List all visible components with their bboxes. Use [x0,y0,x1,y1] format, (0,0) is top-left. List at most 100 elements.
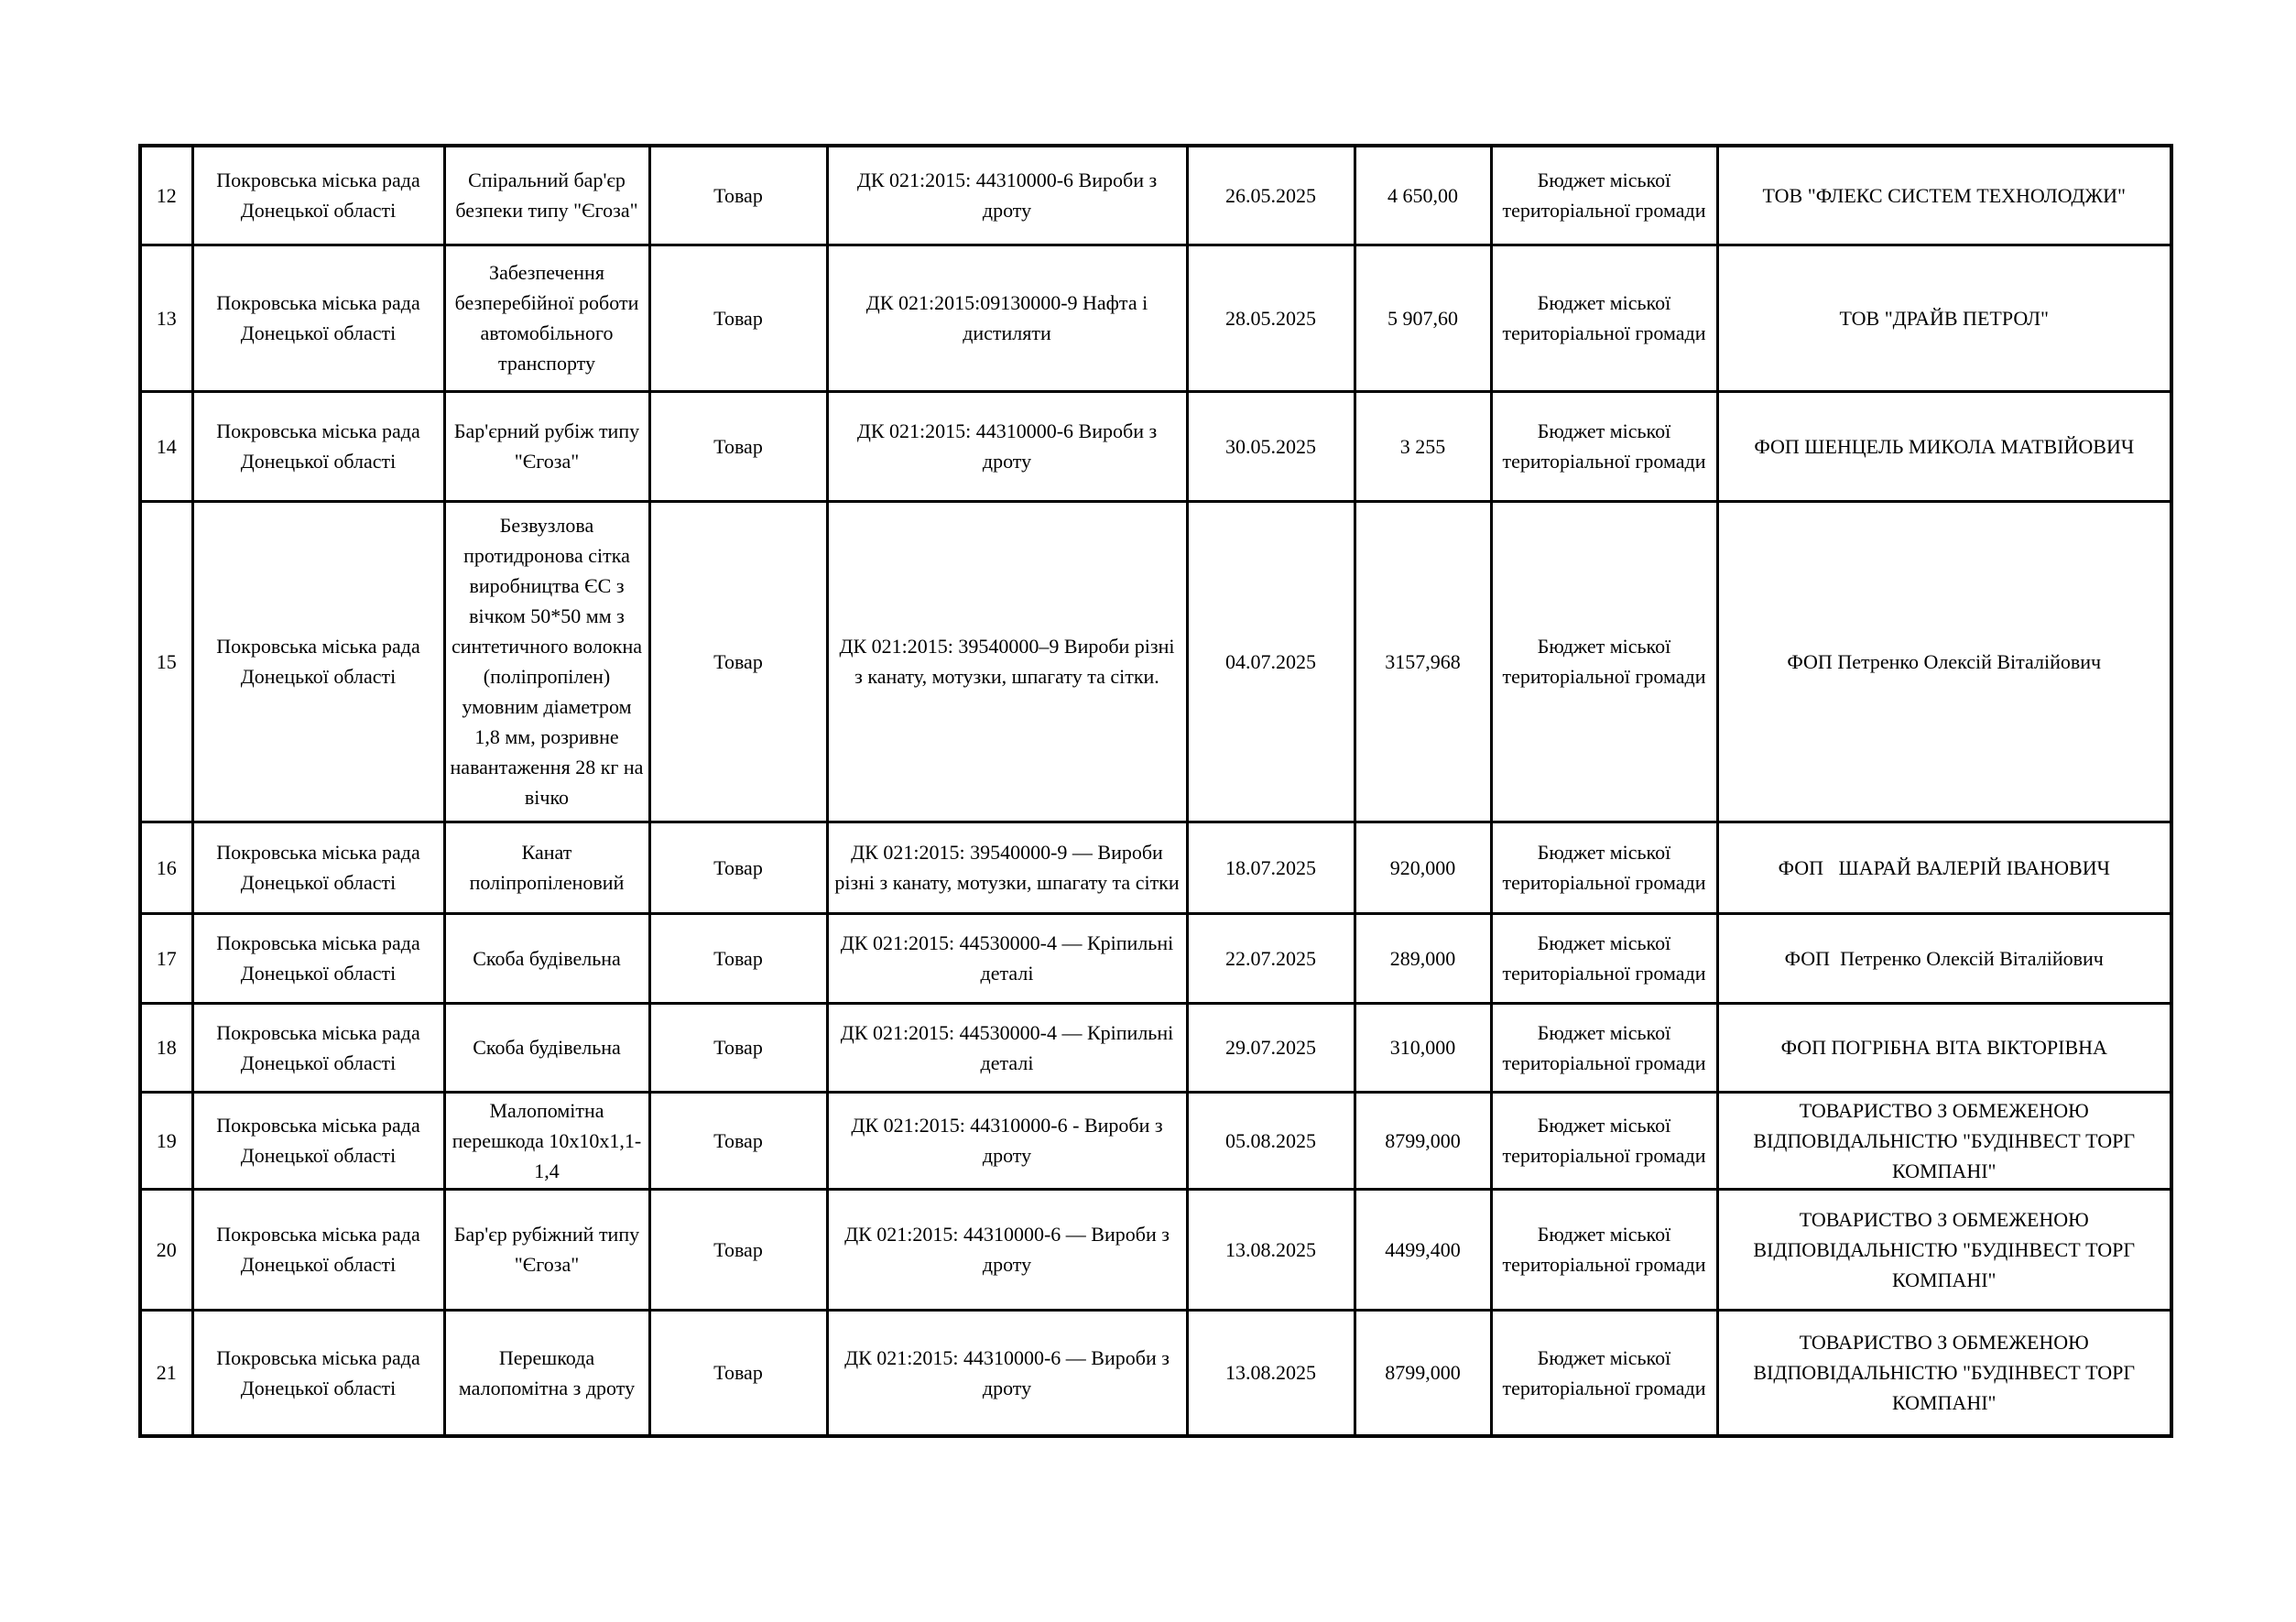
cell-procurement-type: Товар [647,1187,829,1312]
cell-row-number: 21 [138,1308,194,1438]
cell-funding-source: Бюджет міської територіальної громади [1489,389,1719,503]
cell-classification-code: ДК 021:2015: 44310000-6 Вироби з дроту [825,389,1189,503]
cell-procurement-type: Товар [647,1090,829,1191]
table-row: 15 Покровська міська рада Донецької обла… [138,499,2173,823]
cell-date: 26.05.2025 [1185,144,1356,246]
cell-supplier: ФОП ШЕНЦЕЛЬ МИКОЛА МАТВІЙОВИЧ [1715,389,2173,503]
cell-supplier: ТОВАРИСТВО З ОБМЕЖЕНОЮ ВІДПОВІДАЛЬНІСТЮ … [1715,1308,2173,1438]
table-row: 19 Покровська міська рада Донецької обла… [138,1090,2173,1191]
cell-classification-code: ДК 021:2015: 39540000-9 — Вироби різні з… [825,820,1189,915]
table-row: 12 Покровська міська рада Донецької обла… [138,144,2173,246]
cell-date: 13.08.2025 [1185,1308,1356,1438]
cell-customer: Покровська міська рада Донецької області [190,820,446,915]
cell-procurement-type: Товар [647,820,829,915]
cell-amount: 8799,000 [1353,1308,1493,1438]
cell-row-number: 18 [138,1001,194,1094]
cell-customer: Покровська міська рада Донецької області [190,1001,446,1094]
table-row: 14 Покровська міська рада Донецької обла… [138,389,2173,503]
cell-amount: 8799,000 [1353,1090,1493,1191]
cell-amount: 920,000 [1353,820,1493,915]
cell-classification-code: ДК 021:2015: 44310000-6 - Вироби з дроту [825,1090,1189,1191]
cell-date: 30.05.2025 [1185,389,1356,503]
cell-date: 29.07.2025 [1185,1001,1356,1094]
cell-amount: 3157,968 [1353,499,1493,823]
cell-procurement-type: Товар [647,389,829,503]
cell-row-number: 17 [138,911,194,1005]
cell-funding-source: Бюджет міської територіальної громади [1489,499,1719,823]
cell-customer: Покровська міська рада Донецької області [190,1187,446,1312]
cell-item-name: Скоба будівельна [442,1001,651,1094]
cell-item-name: Малопомітна перешкода 10х10х1,1-1,4 [442,1090,651,1191]
cell-supplier: ФОП Петренко Олексій Віталійович [1715,499,2173,823]
cell-item-name: Бар'єрний рубіж типу "Єгоза" [442,389,651,503]
cell-customer: Покровська міська рада Донецької області [190,911,446,1005]
table-row: 18 Покровська міська рада Донецької обла… [138,1001,2173,1094]
cell-funding-source: Бюджет міської територіальної громади [1489,820,1719,915]
cell-date: 28.05.2025 [1185,243,1356,393]
cell-item-name: Безвузлова протидронова сітка виробництв… [442,499,651,823]
cell-date: 22.07.2025 [1185,911,1356,1005]
cell-row-number: 16 [138,820,194,915]
cell-customer: Покровська міська рада Донецької області [190,243,446,393]
cell-item-name: Канат поліпропіленовий [442,820,651,915]
cell-procurement-type: Товар [647,499,829,823]
cell-supplier: ТОВАРИСТВО З ОБМЕЖЕНОЮ ВІДПОВІДАЛЬНІСТЮ … [1715,1090,2173,1191]
cell-supplier: ТОВ "ФЛЕКС СИСТЕМ ТЕХНОЛОДЖИ" [1715,144,2173,246]
cell-procurement-type: Товар [647,243,829,393]
cell-row-number: 12 [138,144,194,246]
cell-customer: Покровська міська рада Донецької області [190,1090,446,1191]
cell-row-number: 19 [138,1090,194,1191]
cell-amount: 3 255 [1353,389,1493,503]
cell-customer: Покровська міська рада Донецької області [190,389,446,503]
cell-row-number: 15 [138,499,194,823]
cell-amount: 5 907,60 [1353,243,1493,393]
cell-customer: Покровська міська рада Донецької області [190,144,446,246]
table-row: 13 Покровська міська рада Донецької обла… [138,243,2173,393]
cell-date: 13.08.2025 [1185,1187,1356,1312]
cell-classification-code: ДК 021:2015: 39540000–9 Вироби різні з к… [825,499,1189,823]
cell-classification-code: ДК 021:2015:09130000-9 Нафта і дистиляти [825,243,1189,393]
procurement-table: 12 Покровська міська рада Донецької обла… [138,144,2173,1438]
cell-procurement-type: Товар [647,1308,829,1438]
cell-procurement-type: Товар [647,911,829,1005]
cell-funding-source: Бюджет міської територіальної громади [1489,1001,1719,1094]
cell-funding-source: Бюджет міської територіальної громади [1489,911,1719,1005]
cell-amount: 289,000 [1353,911,1493,1005]
table-row: 16 Покровська міська рада Донецької обла… [138,820,2173,915]
cell-supplier: ФОП ШАРАЙ ВАЛЕРІЙ ІВАНОВИЧ [1715,820,2173,915]
cell-row-number: 20 [138,1187,194,1312]
cell-classification-code: ДК 021:2015: 44310000-6 — Вироби з дроту [825,1187,1189,1312]
cell-customer: Покровська міська рада Донецької області [190,499,446,823]
cell-item-name: Бар'єр рубіжний типу "Єгоза" [442,1187,651,1312]
cell-supplier: ФОП Петренко Олексій Віталійович [1715,911,2173,1005]
cell-item-name: Забезпечення безперебійної роботи автомо… [442,243,651,393]
cell-supplier: ТОВ "ДРАЙВ ПЕТРОЛ" [1715,243,2173,393]
cell-classification-code: ДК 021:2015: 44310000-6 Вироби з дроту [825,144,1189,246]
cell-row-number: 13 [138,243,194,393]
cell-funding-source: Бюджет міської територіальної громади [1489,1090,1719,1191]
procurement-table-body: 12 Покровська міська рада Донецької обла… [138,144,2173,1438]
cell-amount: 310,000 [1353,1001,1493,1094]
cell-funding-source: Бюджет міської територіальної громади [1489,243,1719,393]
cell-customer: Покровська міська рада Донецької області [190,1308,446,1438]
cell-date: 18.07.2025 [1185,820,1356,915]
cell-amount: 4 650,00 [1353,144,1493,246]
cell-classification-code: ДК 021:2015: 44310000-6 — Вироби з дроту [825,1308,1189,1438]
table-row: 17 Покровська міська рада Донецької обла… [138,911,2173,1005]
table-row: 21 Покровська міська рада Донецької обла… [138,1308,2173,1438]
cell-supplier: ТОВАРИСТВО З ОБМЕЖЕНОЮ ВІДПОВІДАЛЬНІСТЮ … [1715,1187,2173,1312]
cell-item-name: Скоба будівельна [442,911,651,1005]
cell-funding-source: Бюджет міської територіальної громади [1489,144,1719,246]
cell-supplier: ФОП ПОГРІБНА ВІТА ВІКТОРІВНА [1715,1001,2173,1094]
cell-item-name: Перешкода малопомітна з дроту [442,1308,651,1438]
cell-procurement-type: Товар [647,144,829,246]
table-row: 20 Покровська міська рада Донецької обла… [138,1187,2173,1312]
cell-row-number: 14 [138,389,194,503]
cell-classification-code: ДК 021:2015: 44530000-4 — Кріпильні дета… [825,911,1189,1005]
cell-funding-source: Бюджет міської територіальної громади [1489,1187,1719,1312]
cell-classification-code: ДК 021:2015: 44530000-4 — Кріпильні дета… [825,1001,1189,1094]
cell-amount: 4499,400 [1353,1187,1493,1312]
cell-item-name: Спіральний бар'єр безпеки типу "Єгоза" [442,144,651,246]
cell-date: 05.08.2025 [1185,1090,1356,1191]
